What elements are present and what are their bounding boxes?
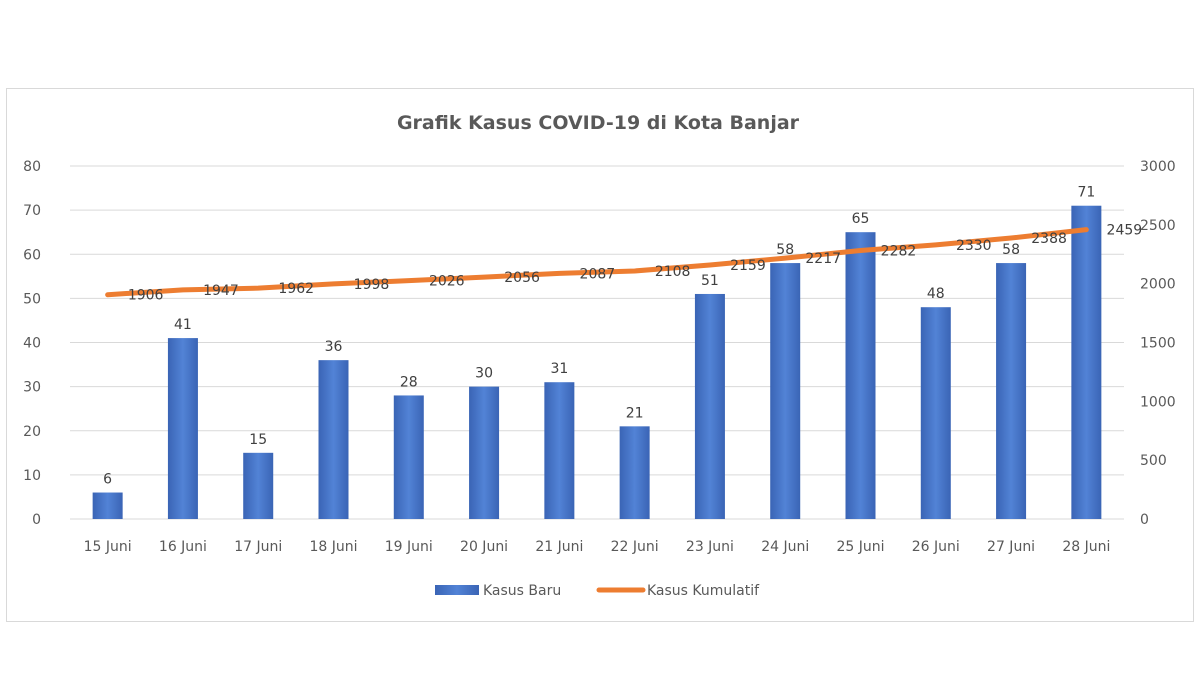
y-right-tick-label: 500 [1140, 453, 1167, 469]
bar [694, 293, 725, 519]
bar-data-label: 65 [852, 211, 870, 227]
bar-data-label: 6 [103, 472, 112, 488]
y-right-tick-label: 1500 [1140, 336, 1176, 352]
bar [167, 338, 198, 519]
x-tick-label: 28 Juni [1062, 539, 1110, 555]
legend: Kasus Baru Kasus Kumulatif [435, 583, 760, 599]
bars-layer [92, 205, 1102, 519]
line-data-label: 1906 [128, 288, 164, 304]
y-right-tick-label: 0 [1140, 512, 1149, 528]
y-left-tick-label: 20 [23, 424, 41, 440]
x-tick-label: 20 Juni [460, 539, 508, 555]
chart-svg: Grafik Kasus COVID-19 di Kota Banjar 6 41… [23, 112, 1175, 599]
line-data-label: 2087 [580, 266, 616, 282]
bar [469, 386, 500, 519]
line-data-label: 2388 [1031, 231, 1067, 247]
line-data-label: 2217 [805, 251, 841, 267]
line-data-label: 2159 [730, 258, 766, 274]
y-left-tick-label: 10 [23, 468, 41, 484]
line-layer [105, 227, 1089, 298]
bar-data-label: 28 [400, 374, 418, 390]
bar [1071, 205, 1102, 519]
legend-label-kasus-kumulatif: Kasus Kumulatif [647, 583, 760, 599]
bar-data-label: 41 [174, 317, 192, 333]
y-left-tick-label: 50 [23, 291, 41, 307]
x-tick-label: 24 Juni [761, 539, 809, 555]
x-tick-label: 15 Juni [84, 539, 132, 555]
bar [318, 360, 349, 519]
x-tick-label: 18 Juni [309, 539, 357, 555]
grid-layer [70, 165, 1124, 520]
bar [92, 492, 123, 519]
bar-data-label: 21 [626, 405, 644, 421]
x-tick-label: 21 Juni [535, 539, 583, 555]
labels-layer: 6 41 15 36 28 30 31 21 51 58 65 48 58 71 1906 1947 1962 1… [103, 185, 1142, 488]
bar [393, 395, 424, 519]
y-right-tick-label: 2500 [1140, 218, 1176, 234]
bar-data-label: 58 [776, 242, 794, 258]
line-data-label: 1962 [278, 281, 314, 297]
x-tick-label: 27 Juni [987, 539, 1035, 555]
y-left-tick-label: 70 [23, 203, 41, 219]
line-data-label: 2108 [655, 264, 691, 280]
y-left-tick-label: 30 [23, 380, 41, 396]
legend-label-kasus-baru: Kasus Baru [483, 583, 561, 599]
line-data-label: 2330 [956, 238, 992, 254]
bar [544, 382, 575, 519]
bar-data-label: 58 [1002, 242, 1020, 258]
x-tick-label: 22 Juni [611, 539, 659, 555]
bar-data-label: 71 [1077, 185, 1095, 201]
y-left-tick-label: 40 [23, 336, 41, 352]
x-tick-label: 17 Juni [234, 539, 282, 555]
x-tick-label: 25 Juni [836, 539, 884, 555]
bar-data-label: 51 [701, 273, 719, 289]
y-left-tick-label: 80 [23, 159, 41, 175]
line-data-label: 2026 [429, 274, 465, 290]
bar [845, 232, 876, 519]
line-data-label: 2459 [1107, 223, 1143, 239]
x-tick-label: 19 Juni [385, 539, 433, 555]
legend-swatch-kasus-baru [435, 585, 479, 595]
line-data-label: 2056 [504, 270, 540, 286]
chart-title: Grafik Kasus COVID-19 di Kota Banjar [397, 112, 800, 134]
bar [770, 263, 801, 519]
y-left-tick-label: 0 [32, 512, 41, 528]
bar [619, 426, 650, 519]
bar-data-label: 30 [475, 366, 493, 382]
bar-data-label: 15 [249, 432, 267, 448]
bar [996, 263, 1027, 519]
y-right-tick-label: 3000 [1140, 159, 1176, 175]
y-right-tick-label: 1000 [1140, 394, 1176, 410]
bar-data-label: 36 [325, 339, 343, 355]
line-data-label: 2282 [881, 243, 917, 259]
line-data-label: 1998 [354, 277, 390, 293]
axis-layer: 0 10 20 30 40 50 60 70 80 0 500 1000 1500 2000 2500 300… [23, 159, 1175, 555]
y-left-tick-label: 60 [23, 247, 41, 263]
bar-data-label: 31 [550, 361, 568, 377]
bar [243, 452, 274, 519]
bar-data-label: 48 [927, 286, 945, 302]
bar [920, 307, 951, 519]
x-tick-label: 26 Juni [912, 539, 960, 555]
y-right-tick-label: 2000 [1140, 277, 1176, 293]
x-tick-label: 16 Juni [159, 539, 207, 555]
line-kasus-kumulatif [105, 227, 1089, 298]
line-data-label: 1947 [203, 283, 239, 299]
x-tick-label: 23 Juni [686, 539, 734, 555]
chart-frame: Grafik Kasus COVID-19 di Kota Banjar 6 41… [6, 88, 1194, 622]
